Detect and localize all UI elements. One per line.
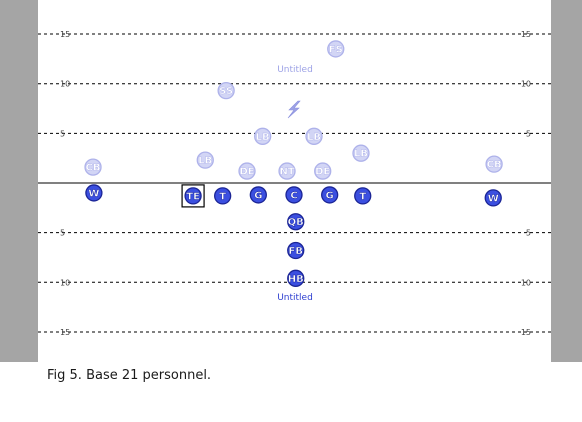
player-marker <box>184 187 202 205</box>
yard-label-right: 5 <box>526 229 531 238</box>
player-marker <box>354 187 372 205</box>
player-label: T <box>359 191 366 202</box>
yard-label-right: 10 <box>521 278 531 287</box>
defense-player-fs[interactable]: FS <box>327 40 345 58</box>
player-label: W <box>488 193 499 204</box>
yard-label-left: 15 <box>60 328 70 337</box>
defense-player-de[interactable]: DE <box>238 162 256 180</box>
defense-player-de[interactable]: DE <box>314 162 332 180</box>
offense-player-t[interactable]: T <box>214 187 232 205</box>
player-marker <box>196 151 214 169</box>
yard-label-right: 15 <box>521 30 531 39</box>
player-marker <box>249 186 267 204</box>
player-label: DE <box>315 167 330 178</box>
yard-label-left: 10 <box>60 80 70 89</box>
yard-label-left: 15 <box>60 30 70 39</box>
yard-label-right: 10 <box>521 80 531 89</box>
player-marker <box>217 82 235 100</box>
player-label: SS <box>219 86 233 97</box>
yard-label-right: 15 <box>521 328 531 337</box>
player-marker <box>352 144 370 162</box>
offense-title: Untitled <box>277 293 313 303</box>
offense-player-hb[interactable]: HB <box>287 269 305 287</box>
offense-player-qb[interactable]: QB <box>287 213 305 231</box>
player-label: C <box>290 190 297 201</box>
player-label: LB <box>256 132 270 143</box>
player-label: FS <box>329 44 343 55</box>
yard-label-left: 10 <box>60 278 70 287</box>
player-marker <box>238 162 256 180</box>
defense-player-nt[interactable]: NT <box>278 162 296 180</box>
player-label: CB <box>86 163 101 174</box>
player-label: HB <box>288 274 304 285</box>
player-marker <box>254 127 272 145</box>
player-label: TE <box>186 191 200 202</box>
defense-player-lb[interactable]: LB <box>254 127 272 145</box>
offense-player-w[interactable]: W <box>85 184 103 202</box>
offense-player-g[interactable]: G <box>249 186 267 204</box>
defense-player-lb[interactable]: LB <box>305 127 323 145</box>
field-svg: 15 15 10 10 5 5 5 5 10 10 15 15 FS SS LB LB LB LB DE NT DE C… <box>38 30 551 337</box>
defense-player-cb[interactable]: CB <box>485 155 503 173</box>
player-marker <box>85 184 103 202</box>
player-label: LB <box>354 149 368 160</box>
offense-player-t[interactable]: T <box>354 187 372 205</box>
player-label: FB <box>289 246 303 257</box>
yard-lines: 15 15 10 10 5 5 5 5 10 10 15 15 <box>38 30 551 337</box>
offense-player-fb[interactable]: FB <box>287 241 305 260</box>
player-marker <box>214 187 232 205</box>
defense-player-ss[interactable]: SS <box>217 82 235 100</box>
player-label: CB <box>487 160 502 171</box>
player-marker <box>84 158 102 176</box>
offense-player-w[interactable]: W <box>484 189 502 207</box>
player-label: W <box>88 188 99 199</box>
player-label: G <box>326 190 334 201</box>
player-marker <box>287 213 305 231</box>
offense-player-c[interactable]: C <box>285 186 303 204</box>
player-label: QB <box>288 217 304 228</box>
player-marker <box>278 162 296 180</box>
player-label: DE <box>239 167 254 178</box>
player-marker <box>484 189 502 207</box>
figure-caption: Fig 5. Base 21 personnel. <box>47 368 212 383</box>
defense-player-cb[interactable]: CB <box>84 158 102 176</box>
player-label: LB <box>307 132 321 143</box>
sideline-left <box>0 0 38 362</box>
player-label: T <box>219 191 226 202</box>
offense-formation: W TE T G C G T W QB FB HB <box>85 184 502 287</box>
player-marker <box>287 269 305 287</box>
player-label: NT <box>279 167 294 178</box>
player-marker <box>485 155 503 173</box>
yard-label-right: 5 <box>526 129 531 138</box>
yard-label-left: 5 <box>60 129 65 138</box>
offense-player-te[interactable]: TE <box>181 184 205 208</box>
selection-box <box>181 184 205 208</box>
player-marker <box>327 40 345 58</box>
player-marker <box>314 162 332 180</box>
player-label: G <box>254 190 262 201</box>
defense-player-lb[interactable]: LB <box>352 144 370 162</box>
defense-title: Untitled <box>277 65 313 75</box>
player-marker <box>305 127 323 145</box>
player-label: LB <box>198 156 212 167</box>
player-marker <box>287 241 305 260</box>
defense-formation: FS SS LB LB LB LB DE NT DE CB CB <box>84 40 503 180</box>
sideline-right <box>551 0 582 362</box>
offense-player-g[interactable]: G <box>321 186 339 204</box>
defense-player-lb[interactable]: LB <box>196 151 214 169</box>
player-marker <box>321 186 339 204</box>
yard-label-left: 5 <box>60 229 65 238</box>
player-marker <box>285 186 303 204</box>
lightning-icon <box>287 100 301 119</box>
